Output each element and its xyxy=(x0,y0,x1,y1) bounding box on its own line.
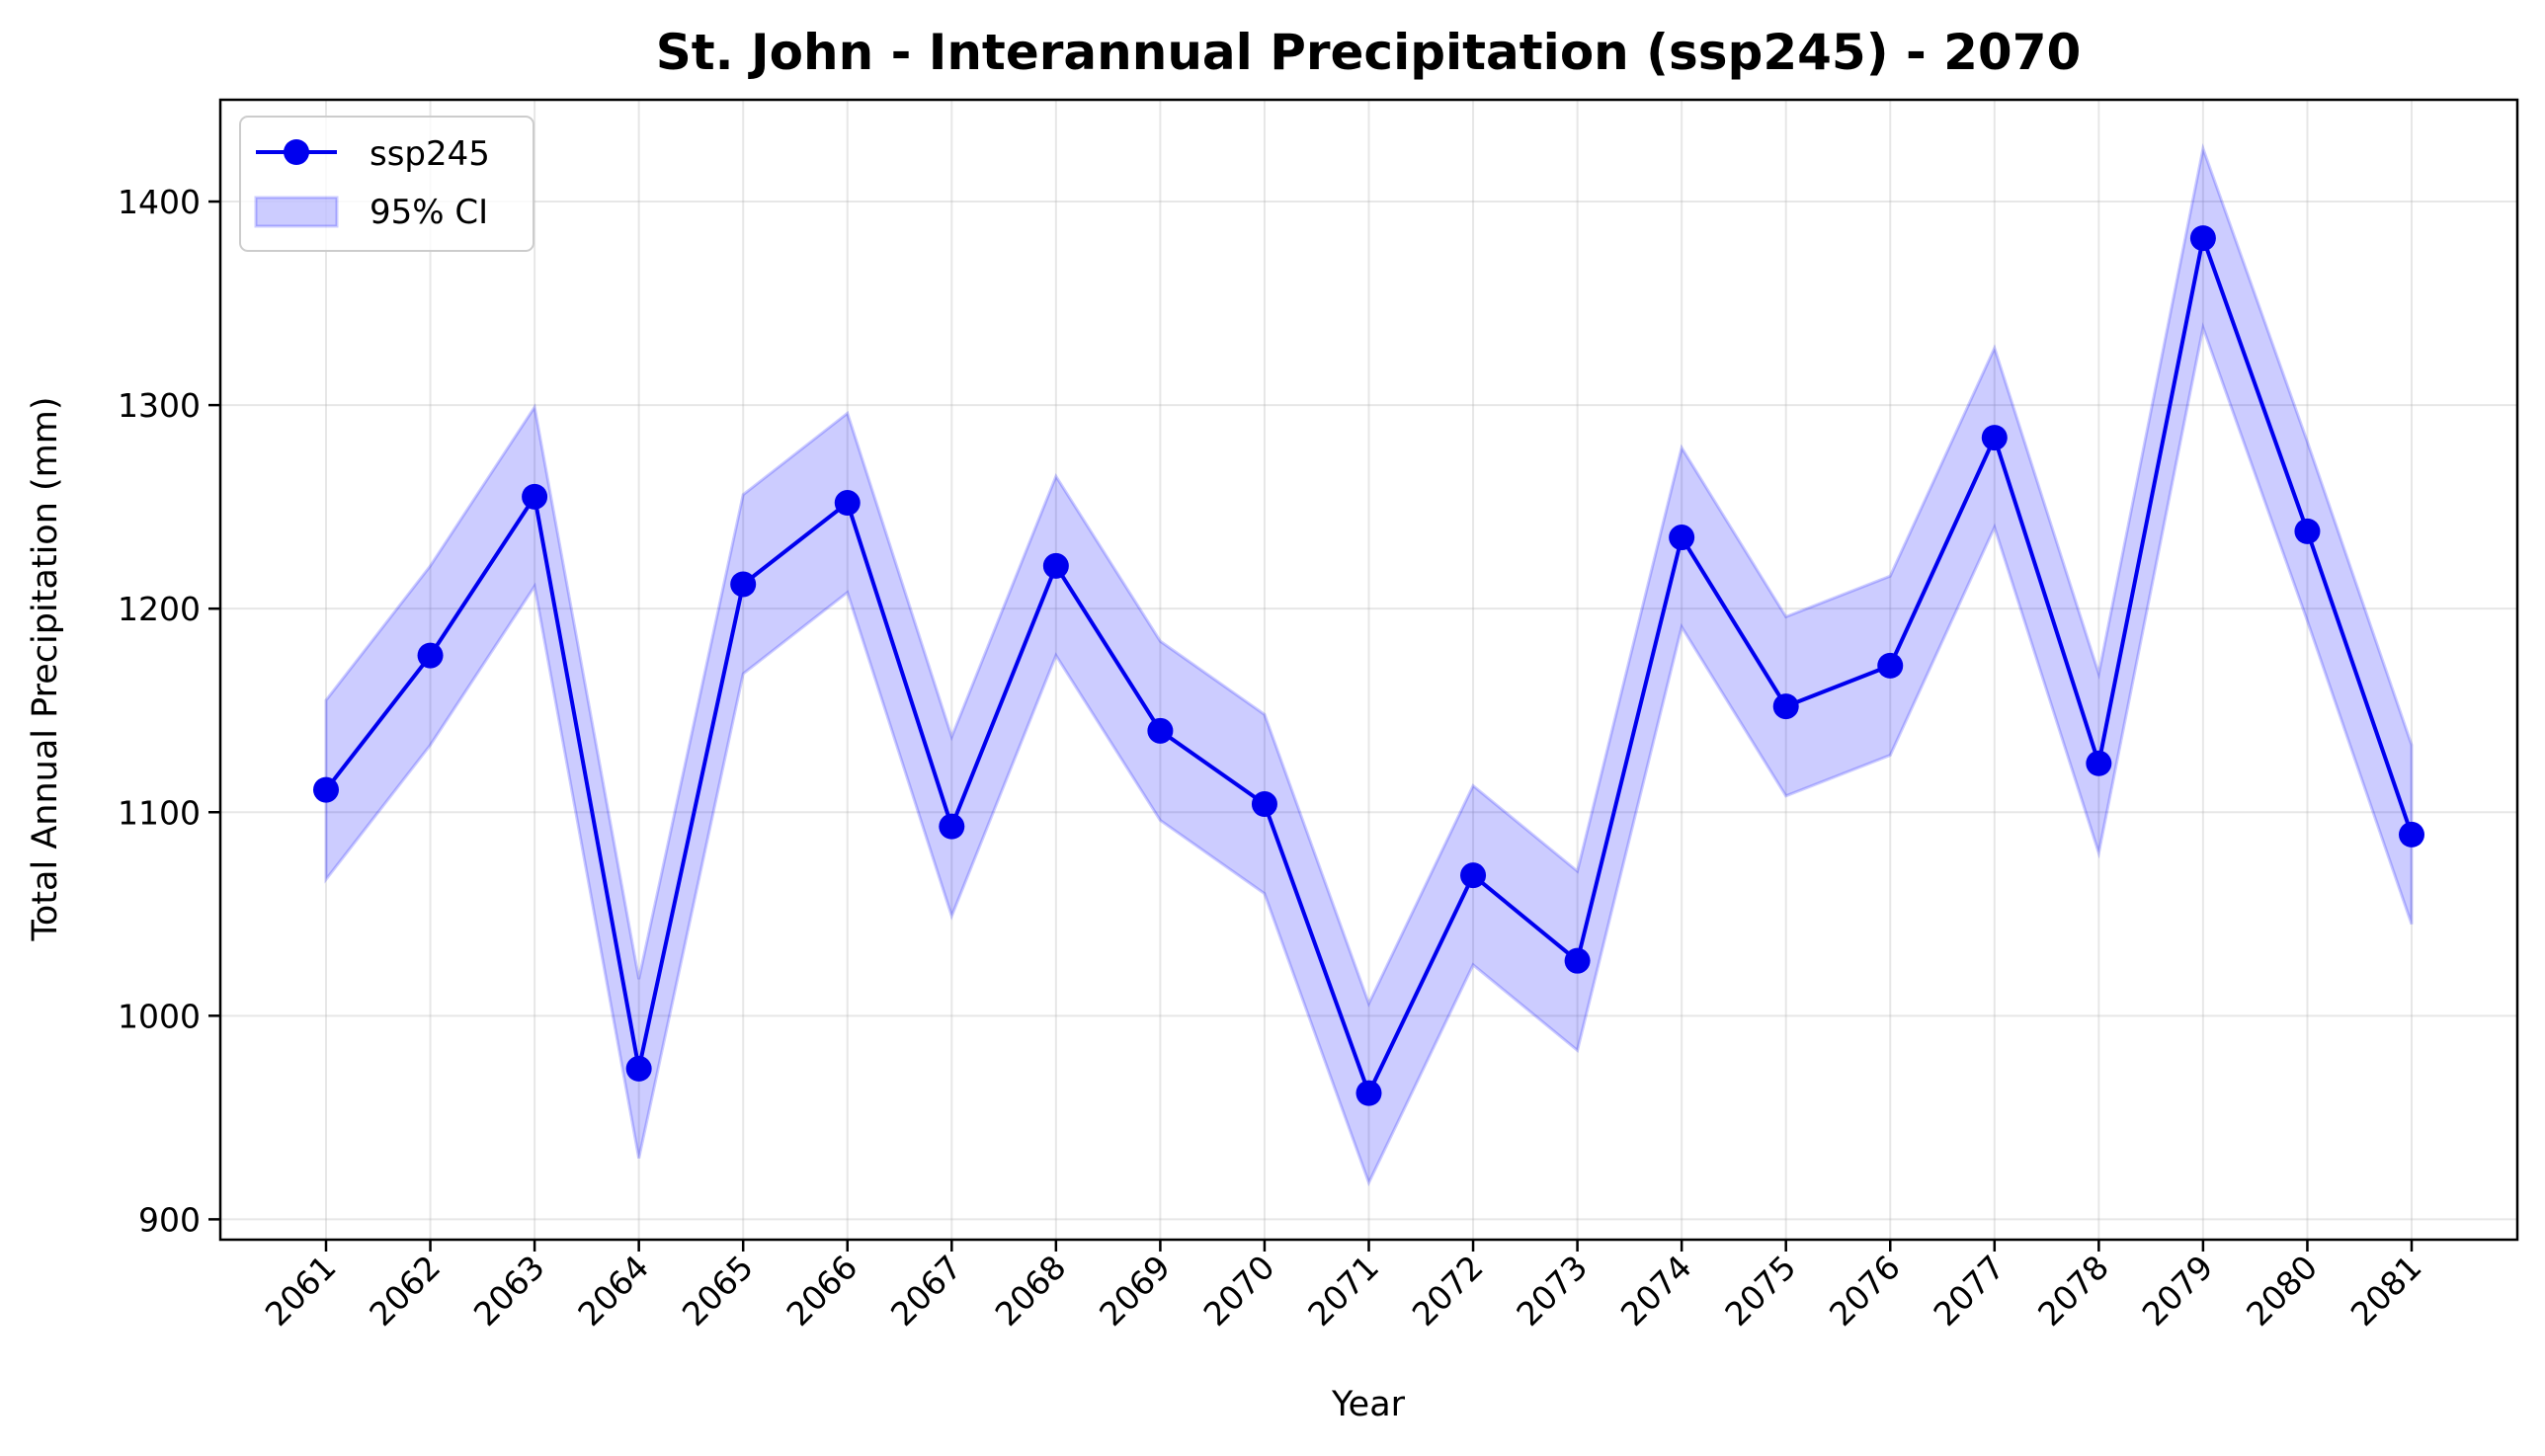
y-tick-label: 1400 xyxy=(118,183,201,221)
data-point xyxy=(1669,525,1695,551)
data-point xyxy=(313,776,339,803)
data-point xyxy=(2294,518,2321,544)
data-point xyxy=(1981,425,2008,451)
y-tick-label: 1100 xyxy=(118,793,201,832)
data-point xyxy=(1251,791,1277,818)
data-point xyxy=(1772,693,1799,720)
data-point xyxy=(417,642,444,669)
confidence-band-layer xyxy=(324,142,2414,1187)
ci-band xyxy=(324,142,2414,1187)
data-point xyxy=(625,1055,652,1082)
legend-marker-swatch xyxy=(284,139,309,165)
data-point xyxy=(730,571,757,598)
data-point xyxy=(1877,652,1904,679)
y-tick-label: 1200 xyxy=(118,590,201,628)
data-point xyxy=(1460,862,1487,889)
data-point xyxy=(2189,225,2216,252)
legend: ssp245 95% CI xyxy=(239,116,534,252)
y-tick-label: 1300 xyxy=(118,386,201,425)
legend-ci-swatch xyxy=(254,196,339,228)
data-point xyxy=(1564,947,1591,974)
data-point xyxy=(2399,821,2424,848)
grid xyxy=(220,100,2517,1240)
legend-label-ci: 95% CI xyxy=(369,193,488,232)
y-tick-label: 900 xyxy=(138,1200,201,1239)
data-point xyxy=(939,813,965,840)
series-layer xyxy=(313,225,2424,1106)
chart-title: St. John - Interannual Precipitation (ss… xyxy=(656,24,2082,81)
x-axis-label: Year xyxy=(1331,1385,1406,1424)
y-tick-label: 1000 xyxy=(118,997,201,1035)
y-axis-label: Total Annual Precipitation (mm) xyxy=(26,396,65,941)
data-point xyxy=(522,483,548,510)
data-point xyxy=(834,490,861,517)
data-point xyxy=(1042,552,1069,579)
legend-label-series: ssp245 xyxy=(369,134,490,174)
y-axis-ticks: 900 1000 1100 1200 1300 1400 xyxy=(118,183,220,1239)
data-point xyxy=(2086,750,2112,776)
data-point xyxy=(1147,717,1174,744)
data-point xyxy=(1355,1080,1382,1106)
